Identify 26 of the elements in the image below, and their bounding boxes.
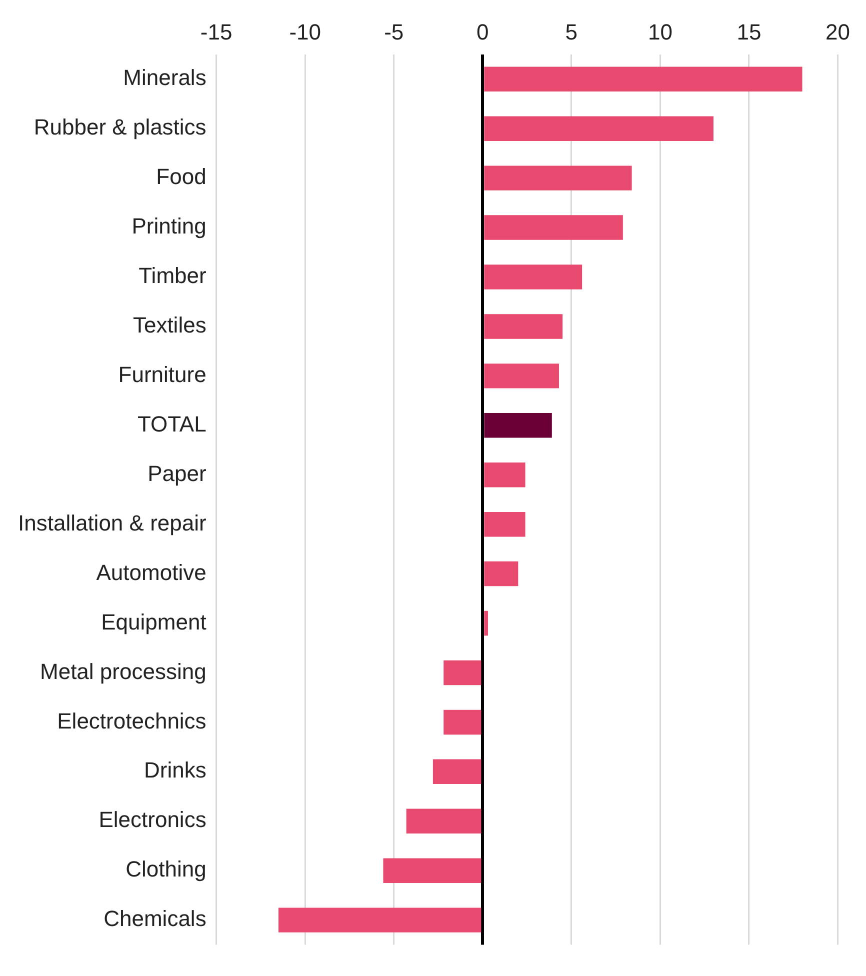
y-tick-label: TOTAL bbox=[137, 411, 206, 436]
y-tick-label: Minerals bbox=[123, 65, 206, 90]
y-tick-label: Furniture bbox=[118, 362, 206, 387]
x-tick-label: 0 bbox=[476, 19, 489, 44]
x-tick-label: 5 bbox=[565, 19, 578, 44]
y-tick-label: Printing bbox=[132, 214, 206, 239]
y-tick-label: Rubber & plastics bbox=[34, 114, 206, 140]
y-tick-label: Food bbox=[156, 164, 206, 190]
y-tick-label: Metal processing bbox=[40, 658, 206, 684]
y-tick-label: Equipment bbox=[101, 609, 206, 634]
y-tick-label: Drinks bbox=[144, 758, 206, 783]
y-tick-label: Clothing bbox=[126, 856, 206, 882]
y-tick-label: Automotive bbox=[96, 560, 206, 585]
x-tick-label: 15 bbox=[736, 19, 762, 44]
x-tick-label: -5 bbox=[384, 19, 404, 44]
y-tick-label: Chemicals bbox=[104, 906, 206, 932]
x-tick-label: 10 bbox=[648, 19, 672, 44]
y-tick-label: Textiles bbox=[132, 312, 206, 338]
x-tick-label: -10 bbox=[289, 19, 321, 44]
y-tick-label: Timber bbox=[138, 263, 206, 288]
y-tick-label: Electrotechnics bbox=[57, 708, 206, 734]
y-tick-label: Paper bbox=[148, 460, 206, 486]
x-tick-label: 20 bbox=[826, 19, 850, 44]
y-tick-label: Electronics bbox=[98, 807, 206, 832]
x-tick-label: -15 bbox=[200, 19, 232, 44]
y-tick-label: Installation & repair bbox=[18, 510, 206, 536]
